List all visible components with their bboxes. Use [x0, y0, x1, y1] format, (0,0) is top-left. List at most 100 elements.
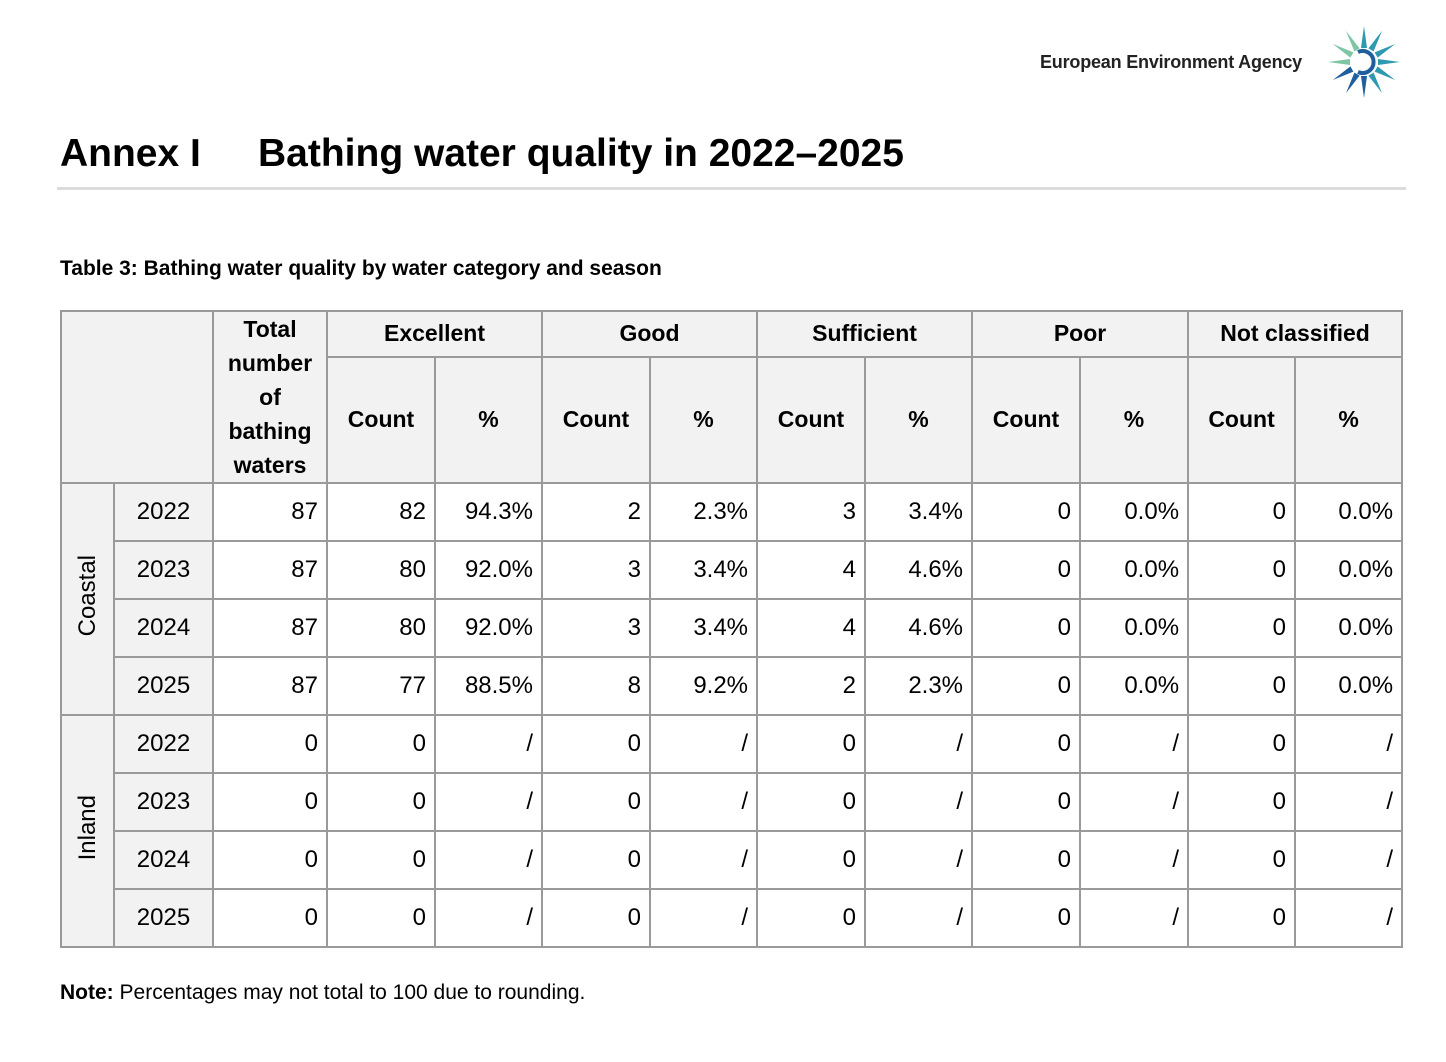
value-cell: 0: [1187, 540, 1297, 600]
section-label: Coastal: [73, 554, 101, 637]
data-row: 2024 0 0/0/0/0/0/: [61, 830, 1404, 890]
value-cell: 0: [326, 714, 436, 774]
page-title: Annex I Bathing water quality in 2022–202…: [60, 132, 904, 176]
value-cell: 0: [756, 830, 867, 890]
note-text: Percentages may not total to 100 due to …: [119, 981, 586, 1004]
value-cell: 3: [541, 598, 651, 658]
value-cell: /: [1079, 830, 1190, 890]
value-cell: 0: [756, 714, 867, 774]
value-cell: 0.0%: [1079, 656, 1190, 716]
group-header: Sufficient: [756, 310, 974, 358]
year-cell: 2023: [113, 540, 214, 600]
value-cell: 0: [212, 888, 328, 948]
value-cell: 87: [212, 656, 328, 716]
value-cell: 92.0%: [434, 598, 543, 658]
corner-cell: [60, 310, 214, 484]
value-cell: /: [648, 714, 759, 774]
value-cell: 92.0%: [434, 540, 543, 600]
title-rule: [57, 187, 1406, 190]
value-cell: 0: [326, 830, 436, 890]
value-cell: /: [864, 714, 974, 774]
column-header: %: [1294, 355, 1404, 485]
value-cell: 0: [756, 772, 867, 832]
column-header: Count: [756, 355, 867, 485]
year-cell: 2024: [113, 598, 214, 658]
column-header: %: [864, 355, 974, 485]
column-header: %: [1079, 355, 1190, 485]
column-header: Count: [541, 355, 651, 485]
value-cell: 0: [1187, 888, 1297, 948]
value-cell: 80: [326, 598, 436, 658]
total-header: Total number of bathing waters: [212, 310, 328, 484]
value-cell: 0: [971, 714, 1082, 774]
data-row: 2023 0 0/0/0/0/0/: [61, 772, 1404, 832]
agency-logo: [1328, 26, 1400, 98]
agency-name: European Environment Agency: [1040, 52, 1302, 72]
value-cell: 0.0%: [1079, 540, 1190, 600]
group-header: Not classified: [1187, 310, 1404, 358]
value-cell: 0: [756, 888, 867, 948]
value-cell: 0: [971, 598, 1082, 658]
value-cell: 0: [1187, 830, 1297, 890]
value-cell: 3: [541, 540, 651, 600]
value-cell: 2: [541, 482, 651, 542]
year-cell: 2025: [113, 888, 214, 948]
value-cell: 0: [541, 714, 651, 774]
quality-table: Total number of bathing waters Excellent G…: [60, 310, 1404, 948]
group-header: Poor: [971, 310, 1190, 358]
value-cell: 0: [541, 772, 651, 832]
year-cell: 2022: [113, 482, 214, 542]
value-cell: 0: [1187, 598, 1297, 658]
value-cell: 87: [212, 482, 328, 542]
value-cell: 0: [212, 772, 328, 832]
section-label: Inland: [73, 794, 101, 861]
title-text: Bathing water quality in 2022–2025: [258, 132, 904, 175]
note-label: Note:: [60, 981, 114, 1004]
value-cell: 88.5%: [434, 656, 543, 716]
year-cell: 2025: [113, 656, 214, 716]
value-cell: /: [434, 772, 543, 832]
column-header: Count: [326, 355, 436, 485]
value-cell: /: [434, 714, 543, 774]
value-cell: 0.0%: [1079, 598, 1190, 658]
data-row: 2024 87 80 92.0% 3 3.4% 4 4.6% 0 0.0% 0 0.0%: [61, 598, 1404, 658]
value-cell: /: [864, 772, 974, 832]
value-cell: 0: [326, 772, 436, 832]
value-cell: 2.3%: [648, 482, 759, 542]
value-cell: 0.0%: [1294, 598, 1404, 658]
value-cell: 2.3%: [864, 656, 974, 716]
value-cell: /: [648, 830, 759, 890]
value-cell: 0: [1187, 772, 1297, 832]
annex-label: Annex I: [60, 132, 201, 175]
value-cell: 0: [326, 888, 436, 948]
value-cell: /: [1294, 772, 1404, 832]
value-cell: /: [434, 888, 543, 948]
value-cell: 0: [971, 830, 1082, 890]
year-cell: 2023: [113, 772, 214, 832]
value-cell: 0: [971, 888, 1082, 948]
value-cell: 9.2%: [648, 656, 759, 716]
table-caption: Table 3: Bathing water quality by water …: [60, 257, 662, 280]
column-header: %: [648, 355, 759, 485]
value-cell: 0: [541, 830, 651, 890]
data-row: 2025 87 77 88.5% 8 9.2% 2 2.3% 0 0.0% 0 0.0%: [61, 656, 1404, 716]
value-cell: 0.0%: [1294, 656, 1404, 716]
value-cell: 0: [971, 772, 1082, 832]
value-cell: 80: [326, 540, 436, 600]
data-row: 2025 0 0/0/0/0/0/: [61, 888, 1404, 948]
value-cell: 3.4%: [864, 482, 974, 542]
value-cell: /: [864, 830, 974, 890]
value-cell: 0: [1187, 482, 1297, 542]
table-note: Note: Percentages may not total to 100 d…: [60, 981, 585, 1005]
value-cell: 0: [212, 714, 328, 774]
value-cell: 0: [212, 830, 328, 890]
column-header: Count: [971, 355, 1082, 485]
value-cell: 3.4%: [648, 540, 759, 600]
value-cell: 0: [971, 482, 1082, 542]
value-cell: 0: [541, 888, 651, 948]
data-row: 2023 87 80 92.0% 3 3.4% 4 4.6% 0 0.0% 0 0.0%: [61, 540, 1404, 600]
column-header: Count: [1187, 355, 1297, 485]
data-row: Inland 2022 0 0/0/0/0/0/: [60, 714, 1404, 948]
value-cell: /: [434, 830, 543, 890]
